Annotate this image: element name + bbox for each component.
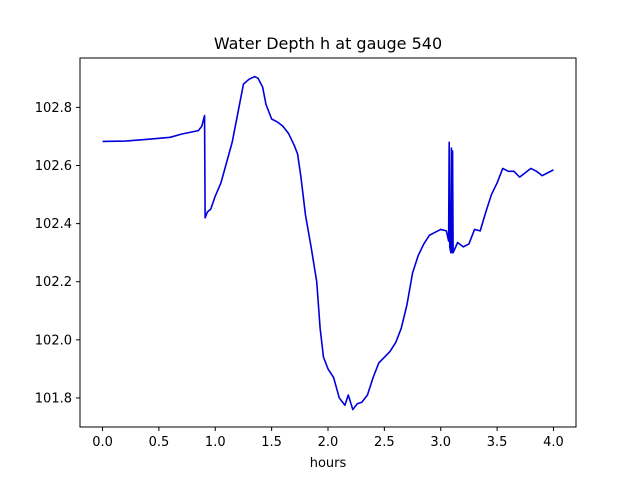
x-tick-label: 0.0 [92, 435, 113, 450]
y-axis: 101.8 102.0 102.2 102.4 102.6 102.8 [35, 101, 80, 406]
y-tick-label: 101.8 [35, 391, 72, 406]
x-tick-label: 0.5 [149, 435, 170, 450]
x-tick-label: 3.5 [487, 435, 508, 450]
x-tick-label: 2.0 [318, 435, 339, 450]
series-line [102, 75, 554, 411]
y-tick-label: 102.6 [35, 159, 72, 174]
plot-area [102, 75, 554, 411]
x-tick-label: 1.5 [261, 435, 282, 450]
y-tick-label: 102.0 [35, 333, 72, 348]
x-tick-label: 4.0 [543, 435, 564, 450]
axes-frame [79, 57, 577, 428]
y-tick-label: 102.4 [35, 217, 72, 232]
x-axis-label: hours [310, 456, 347, 471]
x-tick-label: 2.5 [374, 435, 395, 450]
x-tick-label: 1.0 [205, 435, 226, 450]
y-tick-label: 102.2 [35, 275, 72, 290]
x-axis: 0.0 0.5 1.0 1.5 2.0 2.5 3.0 3.5 4.0 [92, 427, 564, 450]
x-tick-label: 3.0 [430, 435, 451, 450]
chart-title: Water Depth h at gauge 540 [214, 34, 442, 53]
y-tick-label: 102.8 [35, 101, 72, 116]
